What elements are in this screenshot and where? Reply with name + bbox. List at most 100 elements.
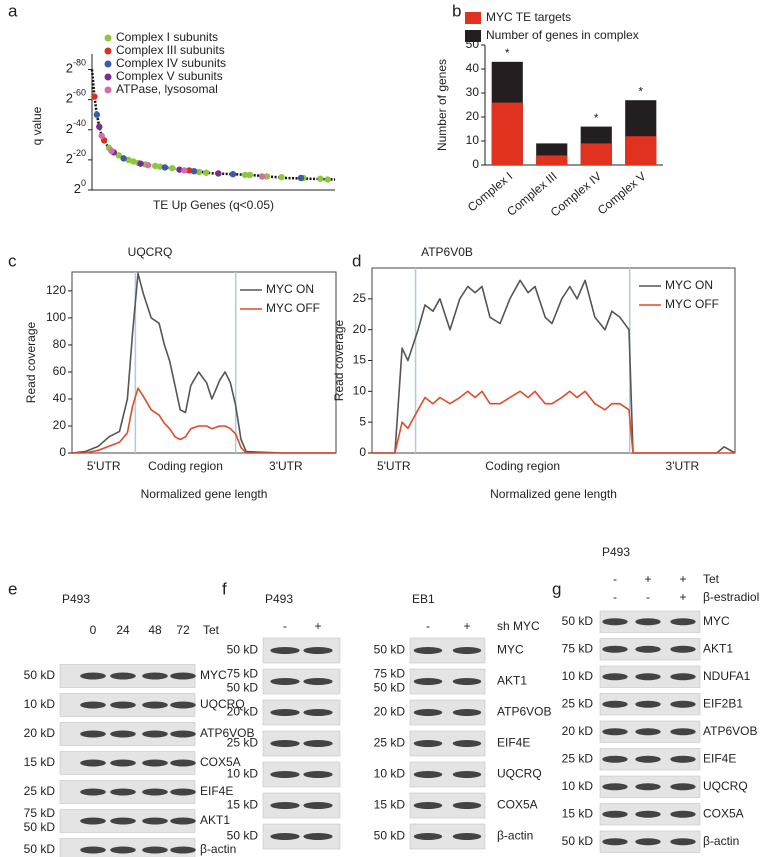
protein-label: NDUFA1 <box>703 669 751 683</box>
size-marker: 75 kD <box>227 667 259 681</box>
y-tick-label: 40 <box>466 61 480 75</box>
chart-title: UQCRQ <box>128 245 173 259</box>
blot-band <box>452 678 482 685</box>
blot-band <box>80 846 106 854</box>
tick-exponent: -40 <box>73 118 86 128</box>
size-marker: 25 kD <box>562 751 594 765</box>
panel-label: a <box>8 1 18 20</box>
curve <box>90 69 336 181</box>
size-marker: 50 kD <box>227 643 259 657</box>
blot-band <box>142 701 168 709</box>
blot-band <box>303 678 333 685</box>
legend-label: MYC ON <box>665 278 713 292</box>
blot-band <box>635 838 661 846</box>
blot-band <box>635 700 661 708</box>
blot-band <box>602 755 628 763</box>
legend-label: ATPase, lysosomal <box>116 82 218 96</box>
region-label: 5'UTR <box>377 459 411 473</box>
lane-label: 72 <box>176 623 190 637</box>
protein-label: ATP6VOB <box>200 726 254 740</box>
lane-label: 48 <box>148 623 162 637</box>
protein-label: ATP6VOB <box>497 705 551 719</box>
panel-label: e <box>8 579 17 598</box>
lane-label: + <box>679 590 686 604</box>
blot-band <box>270 709 300 716</box>
blot-band <box>110 846 136 854</box>
tick-exponent: -60 <box>73 88 86 98</box>
protein-label: AKT1 <box>703 641 733 655</box>
tick-base: 2 <box>74 181 81 196</box>
size-marker: 10 kD <box>227 767 259 781</box>
region-label: 3'UTR <box>269 459 303 473</box>
size-marker: 15 kD <box>227 798 259 812</box>
protein-label: MYC <box>200 668 227 682</box>
y-axis-label: Read coverage <box>24 321 38 403</box>
blot-band <box>452 833 482 840</box>
plot-frame <box>71 271 337 454</box>
blot-band <box>413 678 443 685</box>
blot-band <box>110 730 136 738</box>
point <box>98 132 105 139</box>
condition-label: Tet <box>703 572 720 586</box>
line <box>372 390 735 454</box>
y-tick-label: 0 <box>359 445 366 459</box>
line <box>71 272 336 454</box>
x-axis-label: TE Up Genes (q<0.05) <box>153 198 274 212</box>
blot-band <box>170 759 196 767</box>
y-tick-label: 120 <box>46 283 66 297</box>
size-marker: 75 kD <box>374 667 406 681</box>
legend-swatch <box>104 60 112 68</box>
condition-label: β-estradiol <box>703 590 759 604</box>
point <box>96 123 103 130</box>
size-marker: 50 kD <box>24 668 56 682</box>
y-tick-label: 2-80 <box>66 58 86 76</box>
lane-label: + <box>644 572 651 586</box>
blot-band <box>170 730 196 738</box>
panel-label: c <box>8 251 17 270</box>
blot-band <box>452 771 482 778</box>
chart-title: ATP6V0B <box>421 245 473 259</box>
y-tick-label: 100 <box>46 310 66 324</box>
size-marker: 20 kD <box>374 705 406 719</box>
bar <box>580 143 612 165</box>
panel-label: g <box>552 579 561 598</box>
protein-label: EIF4E <box>703 751 736 765</box>
line <box>72 387 336 454</box>
blot-band <box>170 846 196 854</box>
y-axis-label: Read coverage <box>332 319 346 401</box>
point <box>137 160 144 167</box>
tick-base: 2 <box>66 121 73 136</box>
blot-band <box>270 740 300 747</box>
blot-band <box>80 759 106 767</box>
protein-label: EIF4E <box>497 736 530 750</box>
region-label: 3'UTR <box>666 459 700 473</box>
protein-label: AKT1 <box>200 813 230 827</box>
blot-band <box>110 701 136 709</box>
lane-label: 0 <box>90 623 97 637</box>
point <box>115 152 122 159</box>
point <box>120 155 127 162</box>
blot-band <box>170 672 196 680</box>
blot-band <box>413 709 443 716</box>
blot-band <box>270 678 300 685</box>
tick-base: 2 <box>66 151 73 166</box>
size-marker: 50 kD <box>374 829 406 843</box>
size-marker: 25 kD <box>374 736 406 750</box>
blot-band <box>670 673 696 681</box>
protein-label: EIF4E <box>200 784 233 798</box>
blot-band <box>602 810 628 818</box>
lane-label: + <box>463 619 470 633</box>
blot-band <box>303 709 333 716</box>
size-marker: 20 kD <box>24 726 56 740</box>
blot-band <box>413 740 443 747</box>
protein-label: MYC <box>703 614 730 628</box>
blot-band <box>670 618 696 626</box>
protein-label: MYC <box>497 643 524 657</box>
point <box>144 161 152 169</box>
cell-line: EB1 <box>412 592 435 606</box>
blot-band <box>670 755 696 763</box>
legend-label: Complex III subunits <box>116 43 225 57</box>
cell-line: P493 <box>265 592 293 606</box>
legend-swatch <box>465 30 481 42</box>
blot-band <box>170 701 196 709</box>
